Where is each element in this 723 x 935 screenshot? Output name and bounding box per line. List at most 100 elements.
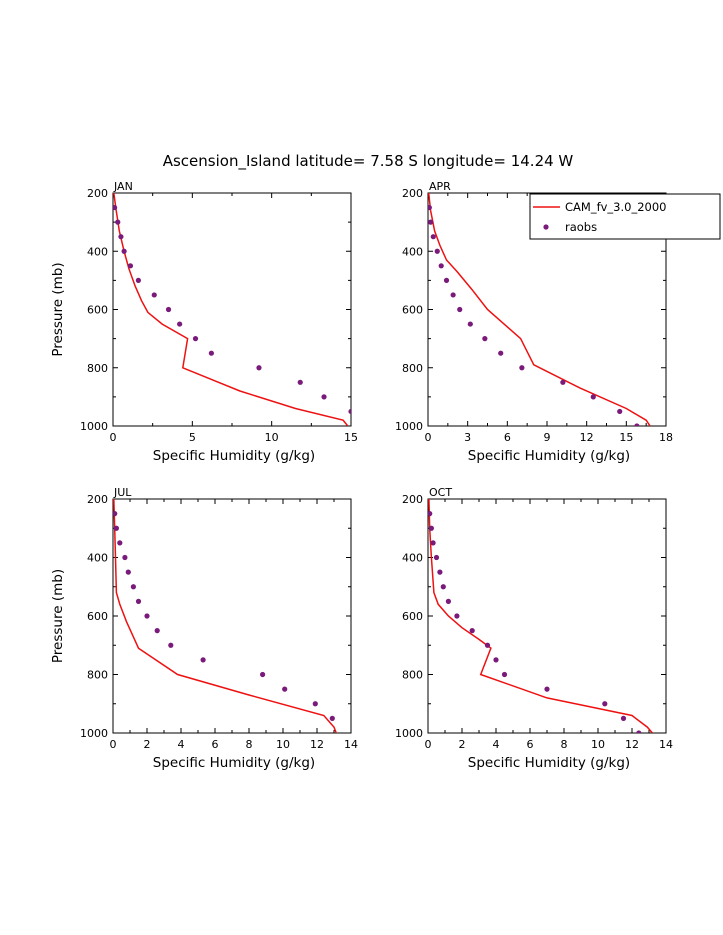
obs-point [260, 671, 266, 678]
obs-point [428, 204, 432, 211]
x-tick-label: 9 [544, 431, 551, 444]
plot-frame [112, 192, 352, 427]
obs-point [469, 628, 475, 634]
obs-point [544, 686, 550, 692]
x-tick-label: 14 [659, 738, 673, 751]
obs-point [428, 219, 434, 225]
obs-point [428, 511, 433, 517]
x-tick-label: 2 [459, 738, 466, 751]
plot-data [428, 193, 651, 426]
plot-data [113, 193, 351, 426]
x-axis-label: Specific Humidity (g/kg) [153, 448, 315, 464]
y-tick-label: 800 [87, 669, 108, 682]
x-tick-label: 6 [504, 431, 511, 444]
obs-point [437, 569, 443, 575]
plot-data [113, 499, 338, 733]
obs-point [440, 584, 446, 590]
x-tick-label: 0 [110, 431, 117, 444]
y-tick-label: 600 [87, 610, 108, 623]
obs-point [135, 277, 141, 283]
obs-point [454, 613, 460, 619]
x-tick-label: 18 [659, 431, 673, 444]
panel-jul: 0 2 4 6 8 10 12 14 200 400 600 800 1000 JUL Specific H… [50, 486, 358, 771]
obs-point [208, 350, 214, 356]
obs-point [165, 306, 172, 313]
obs-point [256, 365, 262, 371]
obs-point [113, 525, 119, 531]
model-line [428, 193, 651, 426]
y-tick-label: 200 [87, 493, 108, 506]
y-axis-label: Pressure (mb) [50, 262, 66, 356]
y-tick-label: 1000 [80, 727, 108, 740]
x-tick-label: 12 [310, 738, 324, 751]
panel-jan: 0 5 10 15 200 400 600 800 1000 JAN Specific Humidi… [50, 180, 358, 464]
x-tick-label: 10 [276, 738, 290, 751]
obs-point [312, 701, 318, 707]
y-tick-label: 200 [402, 493, 423, 506]
obs-point [282, 686, 288, 692]
x-tick-label: 0 [110, 738, 117, 751]
x-tick-label: 3 [464, 431, 471, 444]
obs-point [297, 379, 303, 385]
x-tick-label: 2 [144, 738, 151, 751]
obs-point [519, 365, 525, 371]
obs-point [493, 657, 499, 663]
panel-label: OCT [429, 486, 452, 499]
y-tick-label: 400 [402, 245, 423, 258]
obs-point [168, 642, 174, 648]
x-tick-label: 0 [425, 738, 432, 751]
y-tick-label: 400 [87, 245, 108, 258]
obs-point [151, 292, 157, 298]
x-tick-label: 5 [189, 431, 196, 444]
panel-label: JUL [113, 486, 132, 499]
obs-point [348, 408, 351, 415]
y-tick-label: 400 [87, 552, 108, 565]
x-axis-label: Specific Humidity (g/kg) [468, 755, 630, 771]
y-tick-label: 600 [402, 610, 423, 623]
obs-point [482, 336, 488, 342]
obs-point [438, 263, 444, 269]
obs-point [620, 715, 627, 721]
obs-point [117, 540, 123, 546]
y-tick-label: 200 [402, 187, 423, 200]
obs-point [445, 598, 451, 604]
panel-apr: 0 3 6 9 12 15 18 200 400 600 800 1000 APR Specific Hu… [395, 180, 721, 464]
y-tick-label: 800 [87, 362, 108, 375]
obs-point [450, 292, 456, 298]
y-tick-label: 200 [87, 187, 108, 200]
obs-point [467, 321, 473, 327]
x-tick-label: 4 [493, 738, 500, 751]
y-tick-label: 800 [402, 669, 423, 682]
obs-point [144, 613, 150, 619]
obs-point [115, 219, 121, 225]
x-tick-label: 10 [265, 431, 279, 444]
obs-point [636, 730, 642, 733]
y-tick-label: 1000 [80, 420, 108, 433]
x-tick-label: 15 [344, 431, 358, 444]
x-tick-label: 6 [527, 738, 534, 751]
obs-point [113, 511, 118, 517]
x-tick-label: 6 [212, 738, 219, 751]
obs-point [130, 584, 136, 590]
y-tick-label: 1000 [395, 420, 423, 433]
model-line [428, 499, 653, 733]
x-axis-label: Specific Humidity (g/kg) [153, 755, 315, 771]
y-tick-label: 400 [402, 552, 423, 565]
obs-point [602, 701, 608, 707]
y-tick-label: 800 [402, 362, 423, 375]
obs-point [430, 540, 436, 546]
obs-point [113, 204, 118, 211]
obs-point [498, 350, 504, 356]
obs-point [457, 306, 463, 313]
obs-point [121, 248, 127, 254]
obs-point [484, 642, 491, 648]
obs-point [321, 394, 327, 400]
obs-point [192, 336, 199, 342]
panel-label: APR [429, 180, 451, 193]
legend-box [529, 193, 721, 240]
x-tick-label: 15 [619, 431, 633, 444]
obs-point [118, 234, 124, 240]
obs-point [428, 525, 434, 531]
